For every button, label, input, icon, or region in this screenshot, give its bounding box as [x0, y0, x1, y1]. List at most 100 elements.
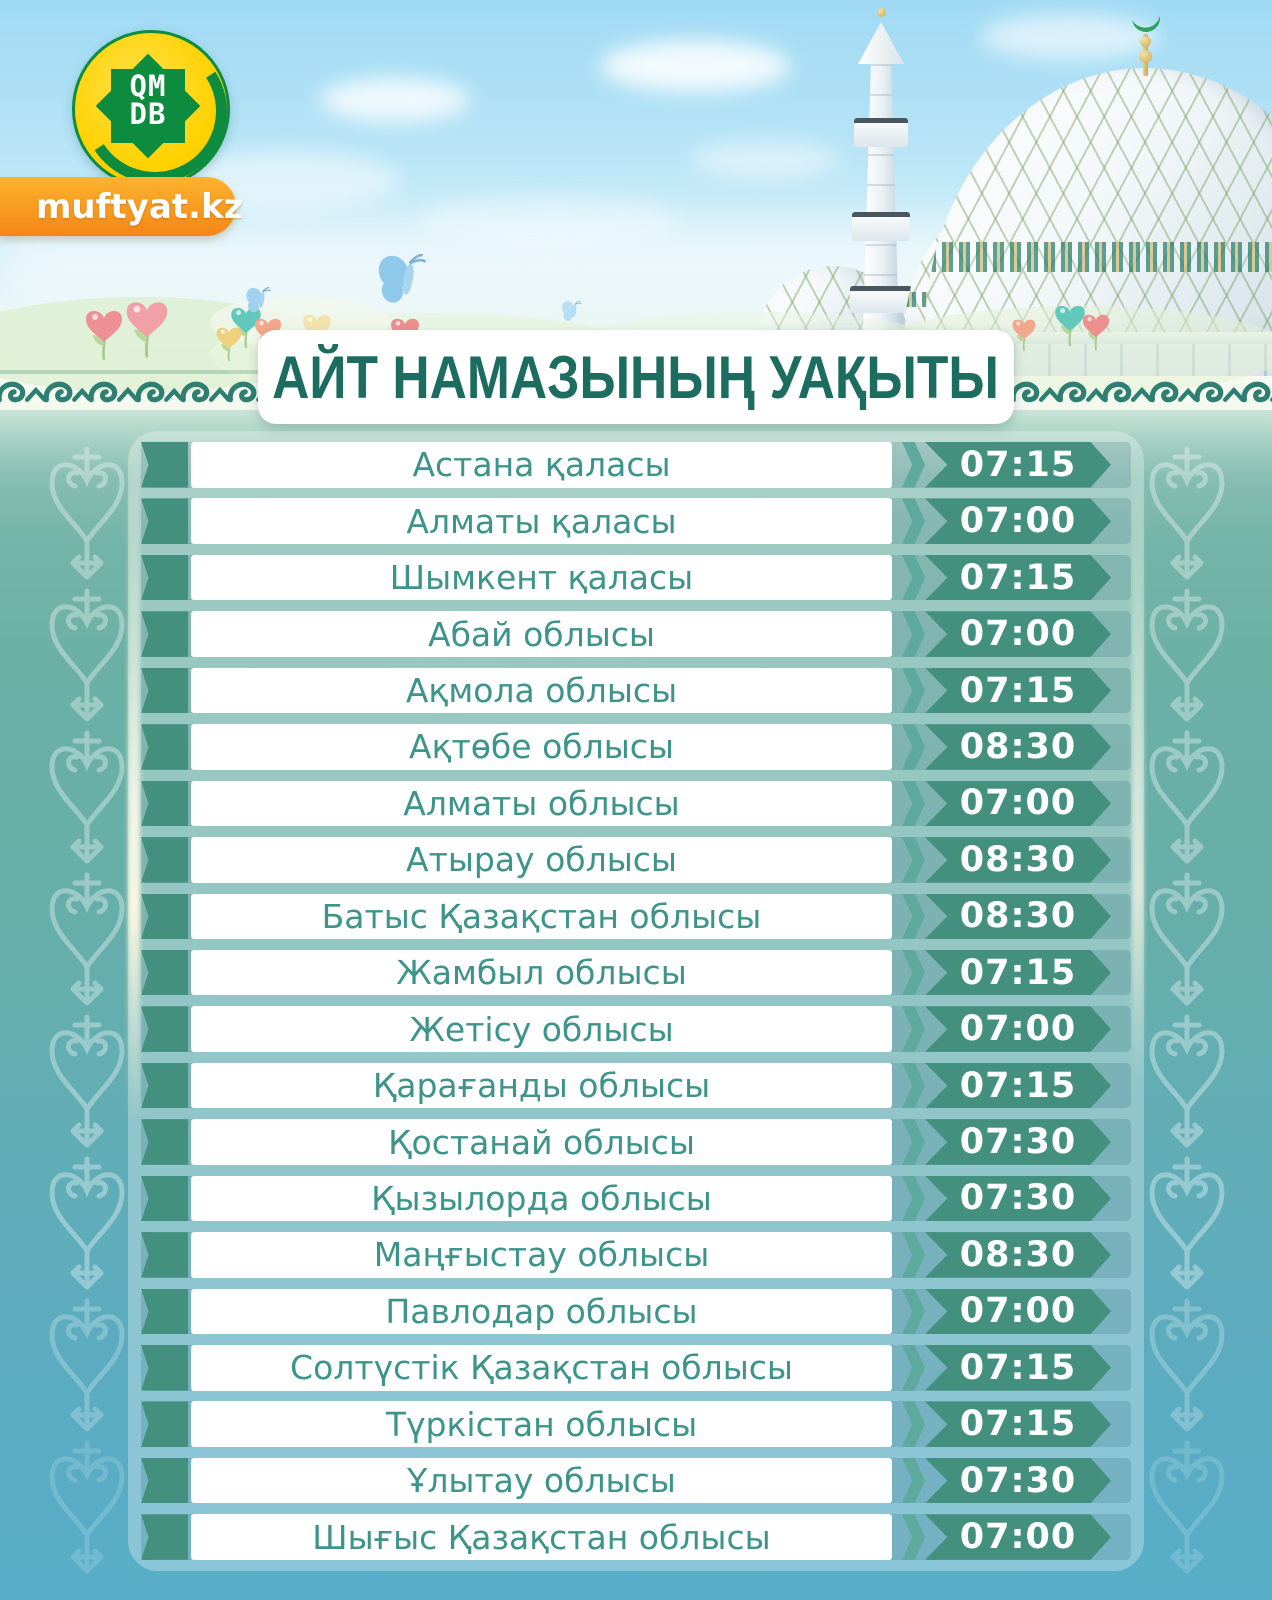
table-row: Солтүстік Қазақстан облысы 07:15	[141, 1345, 1131, 1391]
table-row: Жамбыл облысы 07:15	[141, 949, 1131, 996]
prayer-time: 07:00	[959, 1291, 1077, 1332]
page-title: АЙТ НАМАЗЫНЫҢ УАҚЫТЫ	[272, 343, 1000, 411]
table-row: Түркістан облысы 07:15	[141, 1401, 1131, 1447]
light-streak-left	[128, 420, 140, 1120]
cloud	[690, 140, 840, 180]
prayer-time: 07:15	[959, 952, 1077, 993]
region-cell: Павлодар облысы	[191, 1288, 892, 1335]
time-ribbon: 07:15	[925, 1062, 1111, 1109]
row-cap-shape	[141, 837, 188, 883]
prayer-time: 07:15	[959, 670, 1077, 711]
region-cell: Қызылорда облысы	[191, 1175, 892, 1222]
site-name: muftyat.kz	[36, 186, 244, 227]
time-ribbon: 07:00	[925, 498, 1111, 544]
time-ribbon: 08:30	[925, 837, 1111, 883]
region-cell: Түркістан облысы	[191, 1401, 892, 1447]
region-cell: Солтүстік Қазақстан облысы	[191, 1345, 892, 1391]
table-row: Астана қаласы 07:15	[141, 442, 1131, 488]
region-name: Астана қаласы	[412, 445, 671, 485]
prayer-time: 07:00	[959, 614, 1077, 655]
region-cell: Қарағанды облысы	[191, 1062, 892, 1109]
table-row: Батыс Қазақстан облысы 08:30	[141, 893, 1131, 939]
chevron-right-icon	[902, 1345, 925, 1391]
region-name: Шығыс Қазақстан облысы	[312, 1517, 771, 1557]
logo-line2: DB	[129, 96, 167, 131]
time-ribbon: 07:30	[925, 1457, 1111, 1504]
time-ribbon: 07:15	[925, 949, 1111, 996]
prayer-time: 08:30	[959, 726, 1077, 767]
region-cell: Жетісу облысы	[191, 1006, 892, 1052]
table-row: Қостанай облысы 07:30	[141, 1119, 1131, 1165]
cloud	[600, 40, 790, 92]
chevron-right-icon	[902, 1514, 925, 1560]
finial-ball	[1140, 36, 1151, 47]
table-row: Ұлытау облысы 07:30	[141, 1457, 1131, 1504]
table-row: Павлодар облысы 07:00	[141, 1288, 1131, 1335]
table-row: Алматы облысы 07:00	[141, 780, 1131, 827]
table-row: Қарағанды облысы 07:15	[141, 1062, 1131, 1109]
region-cell: Шығыс Қазақстан облысы	[191, 1514, 892, 1560]
region-name: Қостанай облысы	[388, 1122, 695, 1162]
row-cap-shape	[141, 1457, 188, 1504]
crescent-icon	[1132, 16, 1160, 32]
chevron-right-icon	[902, 1457, 925, 1504]
table-row: Шығыс Қазақстан облысы 07:00	[141, 1514, 1131, 1560]
chevron-right-icon	[902, 837, 925, 883]
table-row: Маңғыстау облысы 08:30	[141, 1232, 1131, 1278]
region-name: Павлодар облысы	[385, 1291, 698, 1331]
region-cell: Астана қаласы	[191, 442, 892, 488]
table-row: Абай облысы 07:00	[141, 611, 1131, 657]
region-name: Жетісу облысы	[409, 1009, 674, 1049]
region-name: Маңғыстау облысы	[373, 1235, 710, 1275]
prayer-time: 08:30	[959, 839, 1077, 880]
region-name: Атырау облысы	[406, 840, 677, 880]
chevron-right-icon	[902, 1232, 925, 1278]
time-ribbon: 08:30	[925, 724, 1111, 770]
qmdb-logo: QM DB	[69, 25, 241, 197]
region-name: Ақтөбе облысы	[409, 727, 674, 767]
prayer-time: 07:15	[959, 1065, 1077, 1106]
chevron-right-icon	[902, 1062, 925, 1109]
time-ribbon: 07:15	[925, 554, 1111, 601]
region-cell: Маңғыстау облысы	[191, 1232, 892, 1278]
row-cap-shape	[141, 1175, 188, 1222]
chevron-right-icon	[902, 893, 925, 939]
row-cap-shape	[141, 1232, 188, 1278]
side-ornament-left	[52, 449, 122, 1571]
row-cap-shape	[141, 780, 188, 827]
prayer-time: 07:15	[959, 557, 1077, 598]
chevron-right-icon	[902, 611, 925, 657]
row-cap-shape	[141, 1288, 188, 1335]
row-cap-shape	[141, 1345, 188, 1391]
region-name: Шымкент қаласы	[389, 558, 694, 598]
chevron-right-icon	[902, 1288, 925, 1335]
region-name: Ақмола облысы	[405, 671, 678, 710]
row-cap-shape	[141, 554, 188, 601]
region-name: Алматы облысы	[403, 783, 680, 823]
row-cap-shape	[141, 667, 188, 714]
prayer-time: 08:30	[959, 896, 1077, 937]
row-cap-shape	[141, 1514, 188, 1560]
time-ribbon: 07:15	[925, 1401, 1111, 1447]
prayer-time: 07:15	[959, 444, 1077, 485]
prayer-time: 07:30	[959, 1178, 1077, 1219]
logo-text: QM DB	[111, 72, 185, 131]
chevron-right-icon	[902, 554, 925, 601]
site-badge: muftyat.kz	[0, 177, 243, 236]
time-ribbon: 07:15	[925, 667, 1111, 714]
row-cap-shape	[141, 1006, 188, 1052]
region-cell: Ақтөбе облысы	[191, 724, 892, 770]
region-cell: Шымкент қаласы	[191, 554, 892, 601]
table-row: Қызылорда облысы 07:30	[141, 1175, 1131, 1222]
row-cap-shape	[141, 1401, 188, 1447]
region-name: Жамбыл облысы	[396, 953, 687, 993]
chevron-right-icon	[902, 1119, 925, 1165]
chevron-right-icon	[902, 1006, 925, 1052]
chevron-right-icon	[902, 442, 925, 488]
cloud	[320, 78, 470, 122]
region-cell: Қостанай облысы	[191, 1119, 892, 1165]
row-cap-shape	[141, 498, 188, 544]
prayer-time: 07:00	[959, 501, 1077, 542]
region-name: Қызылорда облысы	[371, 1178, 712, 1218]
time-ribbon: 07:00	[925, 1514, 1111, 1560]
